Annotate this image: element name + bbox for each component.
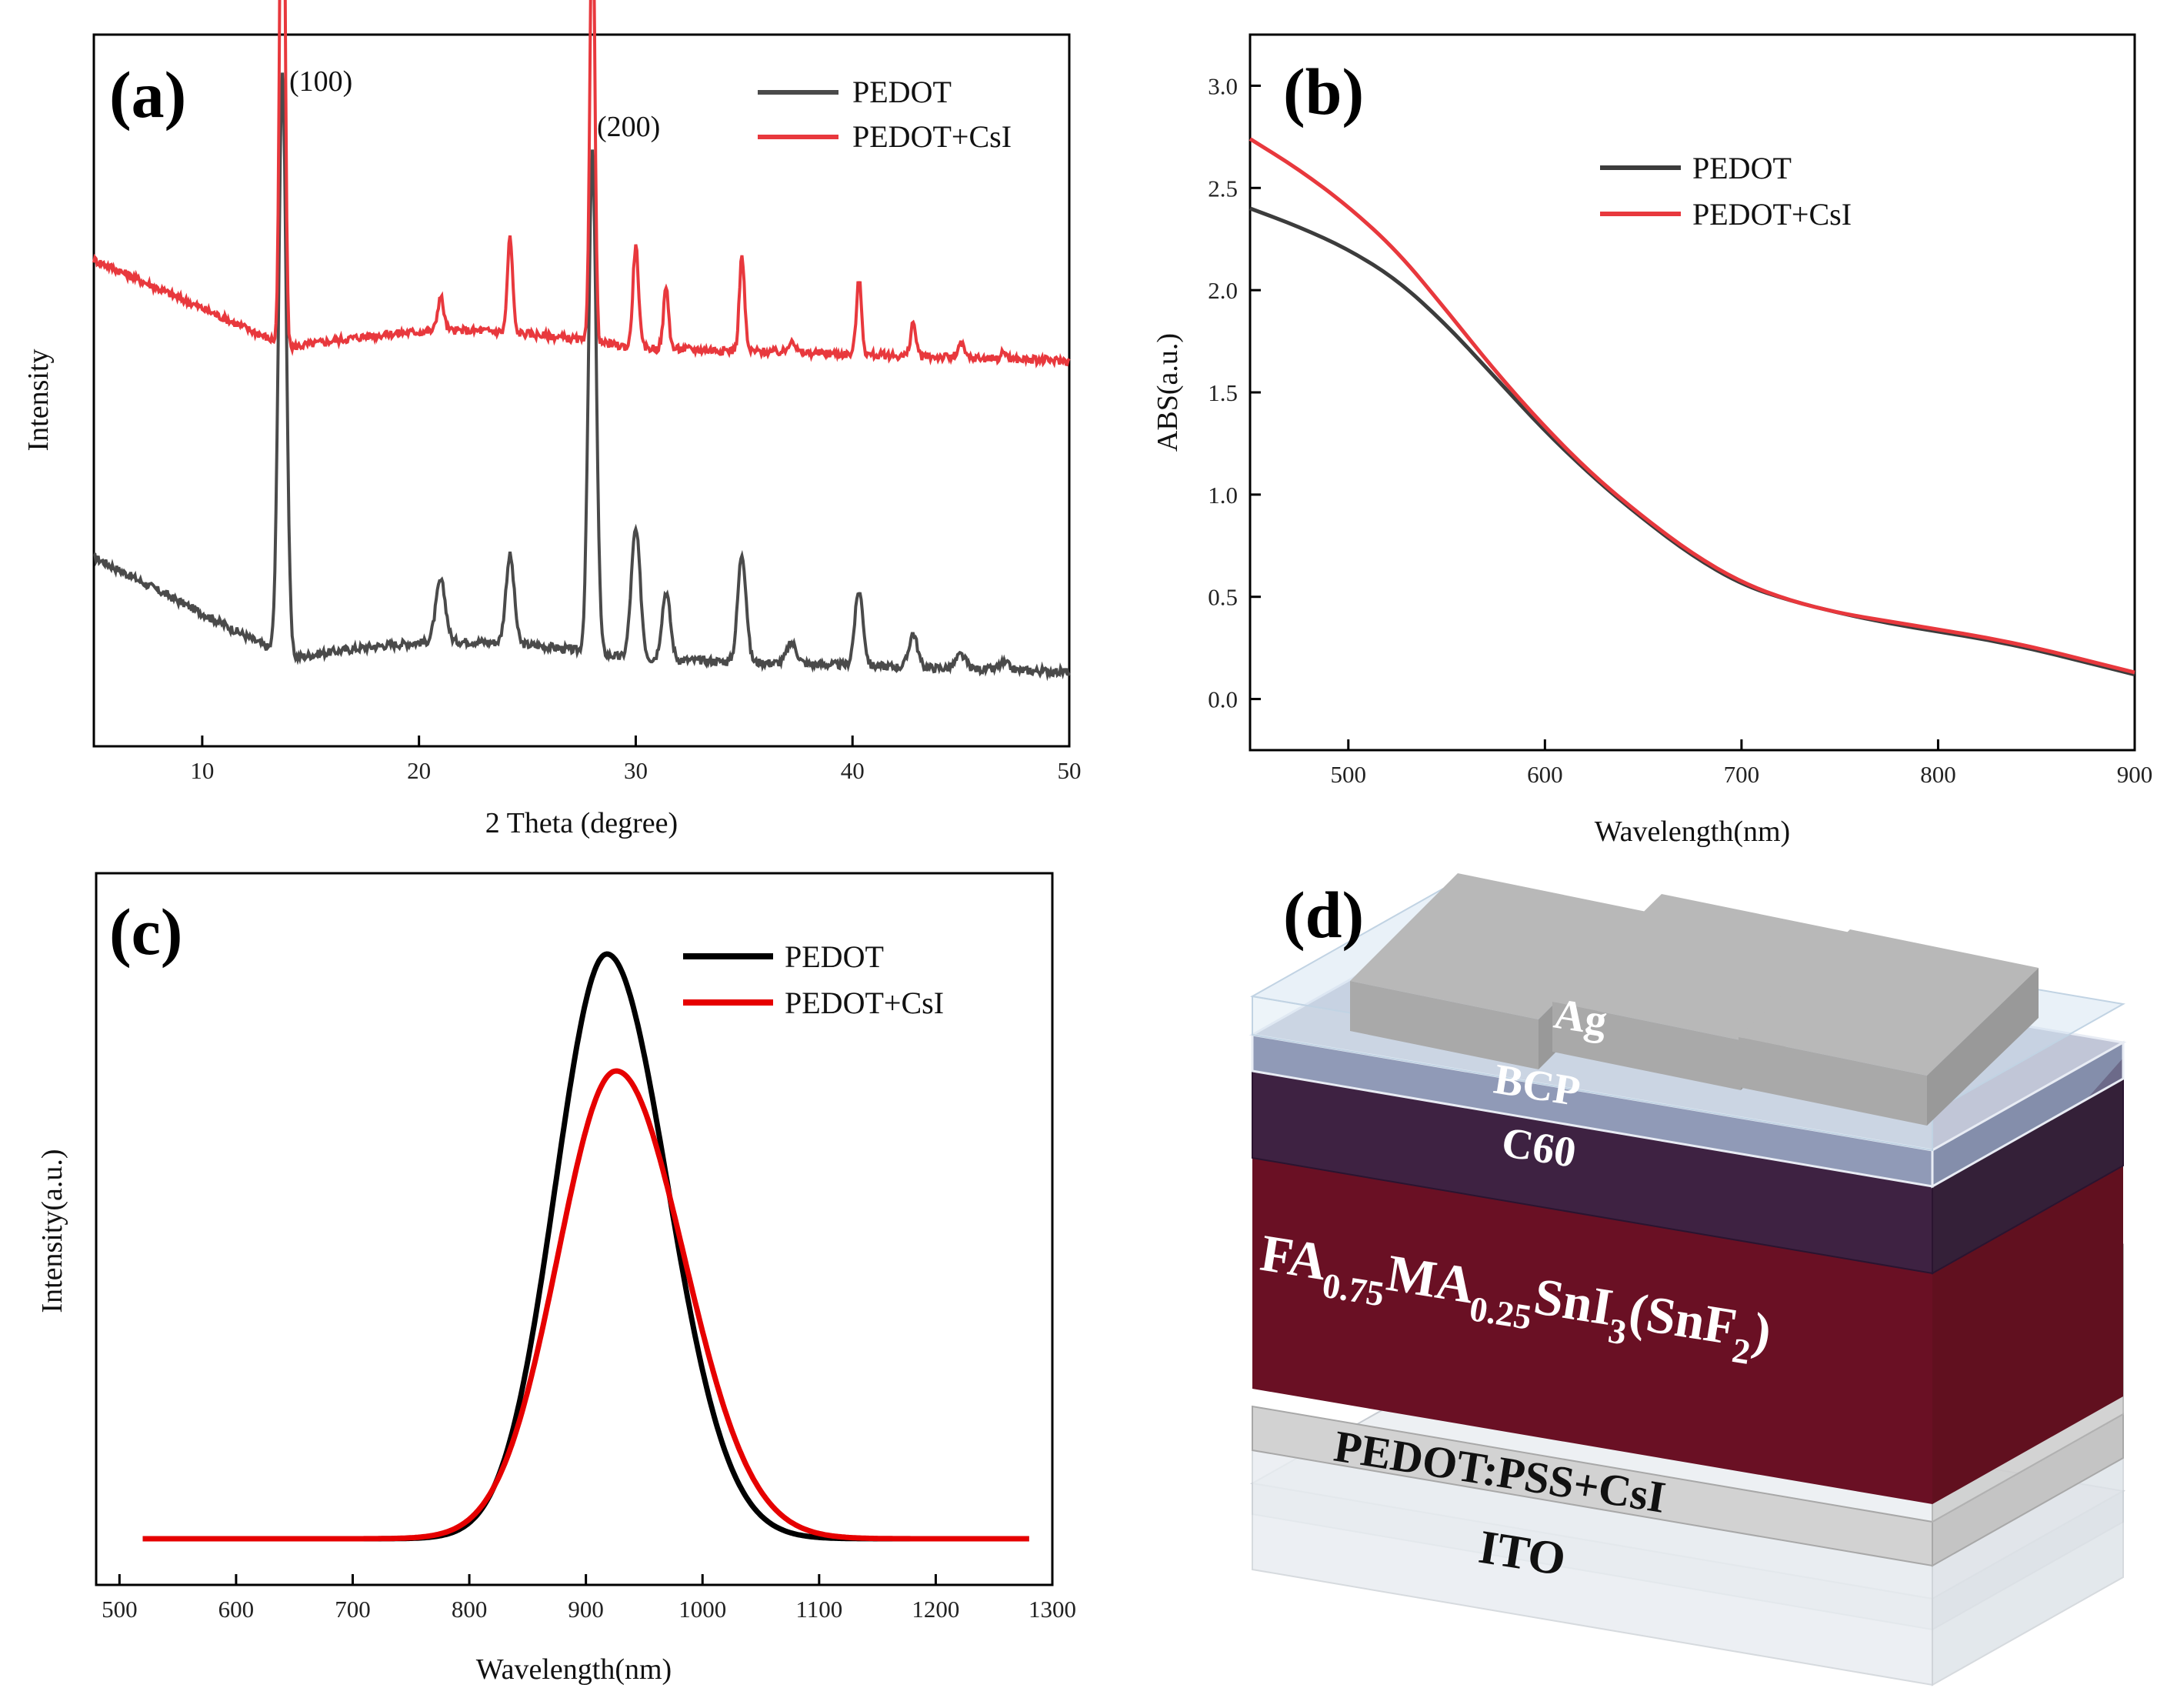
panel-d-device-stack: (d) Ag BCP C60 FA0.75MA0.25SnI3(SnF2) PE… <box>1249 873 2127 1686</box>
ag-strip-2-front <box>1552 1002 1741 1090</box>
panel-b-x-tick-label: 800 <box>1920 761 1956 788</box>
panel-b-x-tick-label: 700 <box>1724 761 1760 788</box>
ag-strip-3-side <box>1927 968 2039 1126</box>
panel-b-y-tick-label: 3.0 <box>1208 72 1238 99</box>
panel-b-label: (b) <box>1283 55 1364 128</box>
panel-b-y-tick-label: 1.0 <box>1208 482 1238 509</box>
panel-c-label: (c) <box>109 895 182 969</box>
panel-a-x-tick-label: 40 <box>841 757 865 784</box>
panel-b-y-tick-label: 2.5 <box>1208 175 1238 202</box>
legend-label-pedot-csi: PEDOT+CsI <box>1692 197 1852 232</box>
panel-c-x-tick-label: 1300 <box>1028 1596 1076 1623</box>
panel-c: 500 600 700 800 900 1000 1100 1200 1300 (c) Wave… <box>36 872 1076 1686</box>
panel-c-x-tick-label: 900 <box>568 1596 604 1623</box>
panel-b-y-tick-label: 1.5 <box>1208 379 1238 406</box>
panel-a-x-tick-label: 50 <box>1058 757 1082 784</box>
ag-label: Ag <box>1551 990 1610 1046</box>
panel-c-x-tick-label: 800 <box>452 1596 488 1623</box>
panel-c-legend: PEDOT PEDOT+CsI <box>683 939 944 1020</box>
panel-b-y-tick-label: 2.0 <box>1208 277 1238 304</box>
panel-a-x-axis-label: 2 Theta (degree) <box>485 807 678 839</box>
pl-line-pedot-csi <box>142 1068 1029 1542</box>
pl-line-pedot <box>142 951 1029 1542</box>
ag-strip-1-front <box>1350 981 1539 1069</box>
legend-label-pedot: PEDOT <box>1692 151 1792 185</box>
legend-label-pedot-csi: PEDOT+CsI <box>852 119 1012 154</box>
panel-b-axis-ticks: 500 600 700 800 900 0.0 0.5 1.0 1.5 2.0 2.5 3.0 <box>1208 72 2152 788</box>
ag-strip-3-top <box>1739 929 2039 1076</box>
panel-a-label: (a) <box>109 58 186 132</box>
peak-annotation-100: (100) <box>289 65 352 98</box>
panel-b-y-tick-label: 0.0 <box>1208 686 1238 713</box>
panel-b-series <box>1249 137 2135 677</box>
ag-strip-3-front <box>1739 1037 1927 1126</box>
panel-b-x-tick-label: 500 <box>1331 761 1367 788</box>
bcp-layer-side <box>1931 1040 2125 1189</box>
panel-b-y-axis-label: ABS(a.u.) <box>1152 333 1184 452</box>
panel-c-x-tick-label: 1200 <box>912 1596 959 1623</box>
panel-a: 10 20 30 40 50 (a) (100) (200) 2 Theta (degr… <box>22 0 1082 839</box>
xrd-line-pedot <box>93 72 1071 682</box>
panel-d-label: (d) <box>1283 878 1364 952</box>
abs-line-pedot-csi <box>1249 137 2135 675</box>
panel-c-x-ticks: 500 600 700 800 900 1000 1100 1200 1300 <box>102 1574 1076 1623</box>
xrd-line-pedot-csi <box>92 0 1071 369</box>
legend-label-pedot-csi: PEDOT+CsI <box>785 986 944 1020</box>
panel-b-x-tick-label: 600 <box>1527 761 1563 788</box>
panel-c-series <box>142 951 1029 1542</box>
panel-c-plot-frame <box>95 872 1054 1586</box>
ag-electrodes <box>1350 873 2039 1126</box>
panel-a-x-tick-label: 30 <box>624 757 648 784</box>
panel-a-x-tick-label: 10 <box>190 757 214 784</box>
panel-b-x-axis-label: Wavelength(nm) <box>1595 816 1790 848</box>
panel-a-x-tick-label: 20 <box>407 757 431 784</box>
peak-annotation-200: (200) <box>597 111 660 143</box>
panel-c-x-axis-label: Wavelength(nm) <box>476 1653 672 1686</box>
panel-b-x-tick-label: 900 <box>2117 761 2153 788</box>
panel-a-y-axis-label: Intensity <box>22 349 55 452</box>
panel-b-y-tick-label: 0.5 <box>1208 584 1238 611</box>
panel-c-x-tick-label: 600 <box>218 1596 255 1623</box>
c60-label: C60 <box>1499 1119 1579 1177</box>
panel-c-x-tick-label: 1000 <box>678 1596 726 1623</box>
panel-a-legend: PEDOT PEDOT+CsI <box>758 75 1012 154</box>
panel-b: 500 600 700 800 900 0.0 0.5 1.0 1.5 2.0 2.5 3.0 (b)… <box>1152 33 2152 848</box>
panel-c-x-tick-label: 700 <box>335 1596 371 1623</box>
legend-label-pedot: PEDOT <box>785 939 884 974</box>
panel-c-y-axis-label: Intensity(a.u.) <box>36 1149 68 1313</box>
panel-c-x-tick-label: 1100 <box>795 1596 842 1623</box>
panel-c-x-tick-label: 500 <box>102 1596 138 1623</box>
abs-line-pedot <box>1249 206 2135 677</box>
panel-a-series <box>92 0 1071 682</box>
legend-label-pedot: PEDOT <box>852 75 952 109</box>
panel-a-x-ticks: 10 20 30 40 50 <box>190 736 1082 784</box>
panel-b-legend: PEDOT PEDOT+CsI <box>1600 151 1852 232</box>
panel-a-plot-frame <box>92 33 1071 748</box>
